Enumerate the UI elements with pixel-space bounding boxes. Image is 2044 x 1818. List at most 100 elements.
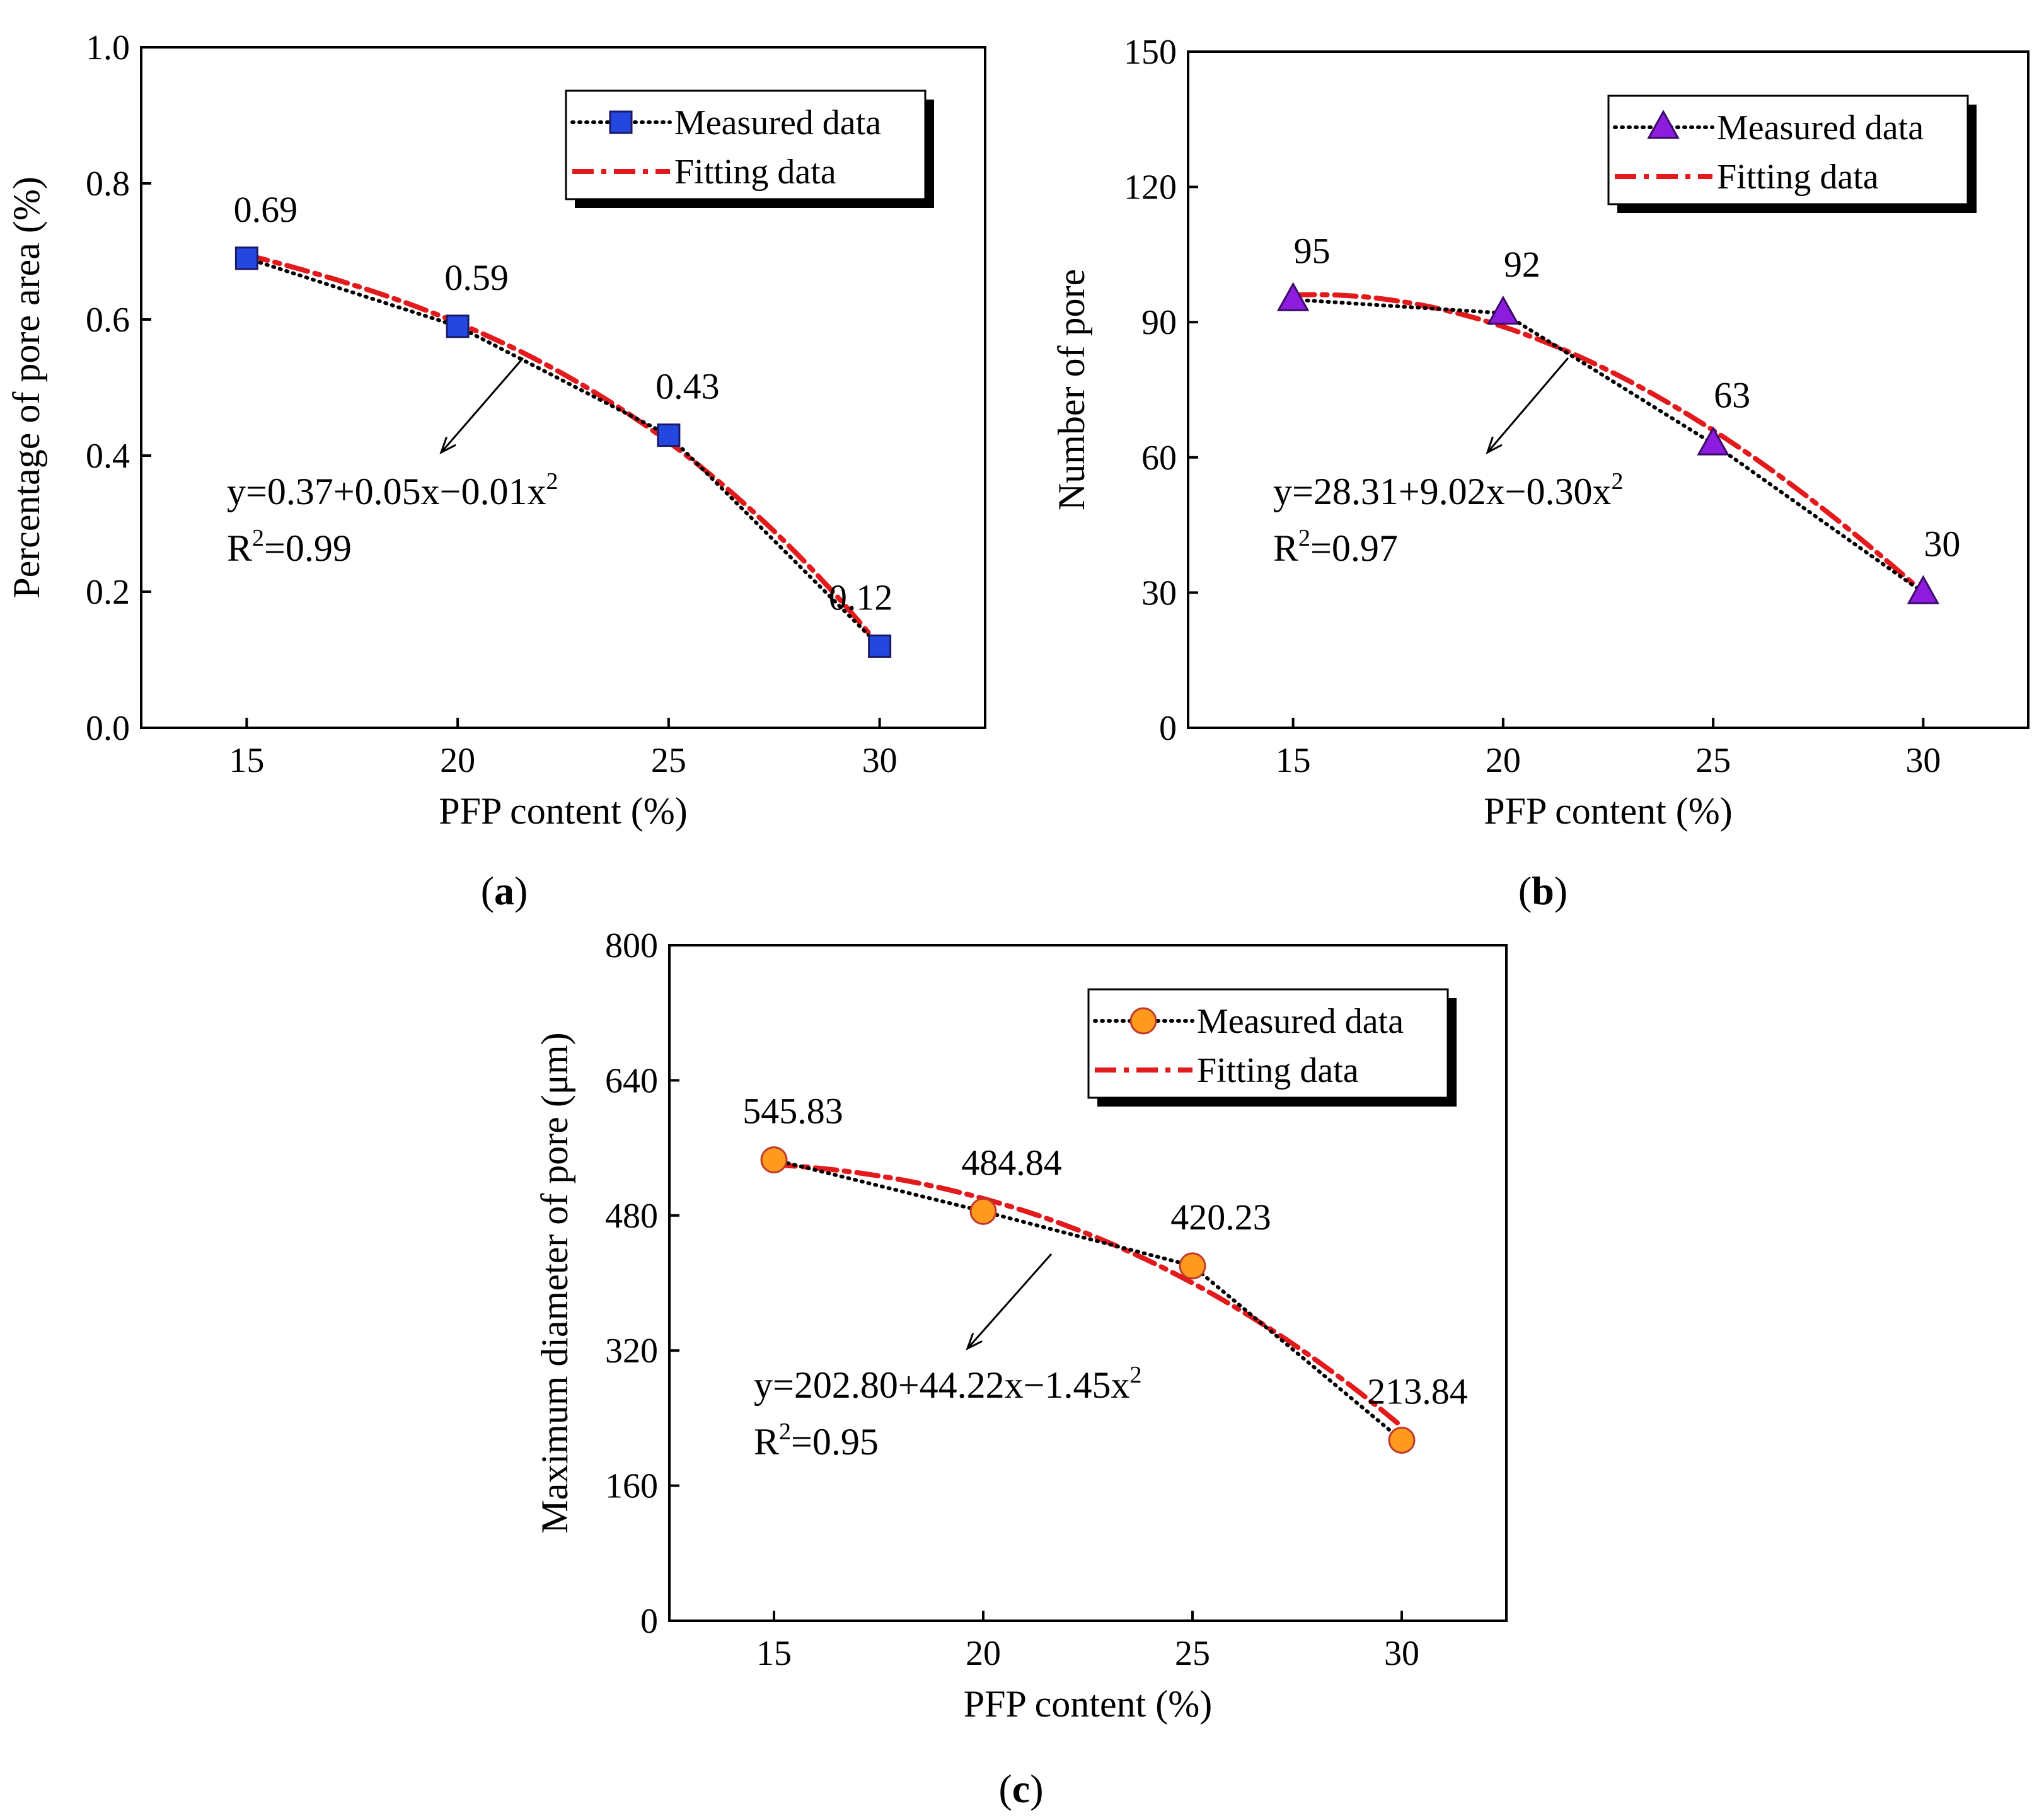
data-point — [657, 423, 681, 447]
r-squared: R2=0.99 — [227, 525, 352, 569]
legend-measured-marker — [1129, 1007, 1157, 1035]
chart-panel-c: 0 160 320 480 640 800 15 20 25 30 PFP content (%) M… — [534, 926, 1508, 1811]
data-label: 63 — [1714, 374, 1750, 415]
panel-label-letter: c — [1012, 1766, 1030, 1811]
y-tick-label: 160 — [605, 1467, 658, 1506]
x-axis-title: PFP content (%) — [439, 790, 687, 832]
fit-equation: y=28.31+9.02x−0.30x2 — [1273, 468, 1624, 512]
x-tick-label: 20 — [440, 741, 475, 780]
legend: Measured data Fitting data — [565, 89, 934, 208]
y-tick-label: 120 — [1124, 168, 1177, 207]
x-tick-label: 25 — [651, 741, 686, 780]
x-tick-label: 20 — [1486, 741, 1521, 780]
legend-box — [1087, 988, 1449, 1099]
legend-box — [565, 89, 927, 200]
data-point — [1487, 296, 1520, 325]
fit-equation: y=202.80+44.22x−1.45x2 — [754, 1362, 1142, 1406]
data-point — [1907, 575, 1940, 604]
x-axis-title: PFP content (%) — [1484, 790, 1732, 832]
arrow-head — [966, 1333, 983, 1351]
y-tick-label: 1.0 — [86, 28, 130, 67]
y-tick-label: 800 — [605, 926, 658, 965]
x-tick-label: 15 — [756, 1634, 792, 1673]
equation-arrow — [1486, 357, 1569, 453]
equation-arrow — [966, 1253, 1053, 1349]
y-tick-label: 150 — [1124, 33, 1177, 72]
fit-equation-sup: 2 — [546, 468, 558, 495]
panel-label-close: ) — [514, 868, 528, 913]
y-tick-label: 0.4 — [86, 437, 130, 476]
data-label: 0.12 — [829, 577, 893, 618]
data-label: 30 — [1924, 523, 1960, 564]
r-squared-sup: 2 — [779, 1418, 791, 1445]
y-tick-label: 0.8 — [86, 164, 130, 204]
legend: Measured data Fitting data — [1087, 988, 1457, 1107]
fit-equation-sup: 2 — [1130, 1362, 1142, 1388]
legend-measured-marker — [609, 110, 633, 134]
data-point — [1179, 1252, 1206, 1280]
panel-label-open: ( — [481, 868, 494, 913]
legend-measured-label: Measured data — [1197, 1002, 1404, 1041]
data-point — [868, 634, 892, 658]
fit-equation: y=0.37+0.05x−0.01x2 — [227, 468, 558, 512]
fitting-curve — [771, 1162, 1404, 1429]
r-squared-value: =0.97 — [1310, 527, 1398, 569]
fitting-curve — [1290, 292, 1926, 595]
legend-fitting-label: Fitting data — [674, 152, 836, 192]
data-point — [1388, 1426, 1416, 1454]
x-tick-label: 30 — [1384, 1634, 1419, 1673]
panel-label-open: ( — [1518, 868, 1532, 913]
data-point — [1276, 282, 1310, 311]
y-tick-label: 30 — [1141, 573, 1177, 613]
x-tick-label: 20 — [966, 1634, 1001, 1673]
panel-label: (b) — [1518, 868, 1568, 913]
data-point — [446, 314, 470, 338]
chart-panel-a: 0.0 0.2 0.4 0.6 0.8 1.0 15 20 25 30 PFP content (%… — [6, 28, 986, 913]
plot-frame — [140, 46, 986, 729]
y-tick-label: 0.0 — [86, 709, 130, 748]
plot-frame — [1187, 50, 2030, 729]
data-label: 0.59 — [444, 257, 509, 298]
x-tick-label: 25 — [1695, 741, 1731, 780]
r-squared-value: =0.95 — [791, 1421, 879, 1463]
y-axis-title: Number of pore — [1051, 269, 1092, 510]
x-tick-label: 15 — [229, 741, 264, 780]
y-tick-label: 640 — [605, 1061, 658, 1100]
panel-label: (a) — [481, 868, 528, 913]
y-tick-label: 0.2 — [86, 573, 130, 612]
legend-fitting-label: Fitting data — [1197, 1051, 1359, 1090]
data-point — [1697, 426, 1729, 456]
legend-box — [1607, 95, 1969, 205]
data-label: 213.84 — [1367, 1371, 1468, 1412]
r-squared: R2=0.97 — [1273, 525, 1398, 569]
y-tick-label: 60 — [1141, 439, 1177, 478]
r-squared-r: R — [754, 1421, 779, 1463]
fit-equation-main: y=28.31+9.02x−0.30x — [1273, 471, 1612, 512]
x-tick-label: 30 — [862, 741, 898, 780]
x-tick-label: 30 — [1905, 741, 1941, 780]
data-point — [969, 1197, 997, 1225]
data-label: 0.43 — [655, 366, 720, 407]
data-label: 484.84 — [961, 1142, 1062, 1183]
r-squared-sup: 2 — [252, 525, 264, 551]
y-tick-label: 320 — [605, 1332, 658, 1371]
fitting-curve — [244, 252, 882, 649]
fit-equation-sup: 2 — [1612, 468, 1624, 495]
measured-line — [245, 256, 882, 648]
y-tick-label: 0 — [640, 1602, 658, 1641]
y-tick-label: 480 — [605, 1197, 658, 1236]
panel-label-close: ) — [1554, 868, 1568, 913]
panel-label-open: ( — [998, 1766, 1012, 1811]
legend-measured-label: Measured data — [674, 103, 881, 142]
panel-label-letter: a — [494, 868, 514, 913]
panel-label: (c) — [998, 1766, 1043, 1811]
data-label: 545.83 — [742, 1091, 843, 1132]
legend: Measured data Fitting data — [1607, 95, 1977, 213]
r-squared: R2=0.95 — [754, 1418, 879, 1463]
legend-measured-marker — [1647, 110, 1680, 139]
legend-measured-label: Measured data — [1717, 108, 1924, 147]
r-squared-sup: 2 — [1298, 525, 1310, 551]
y-tick-label: 0 — [1159, 709, 1177, 748]
x-tick-label: 25 — [1175, 1634, 1210, 1673]
